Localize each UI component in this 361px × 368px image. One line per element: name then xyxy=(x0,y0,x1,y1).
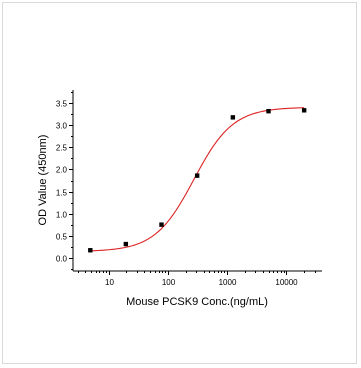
data-point-5 xyxy=(266,108,271,114)
data-point-3 xyxy=(194,173,200,178)
x-tick-label-0: 10 xyxy=(105,278,114,287)
x-tick-label-2: 1000 xyxy=(219,278,237,287)
data-point-1 xyxy=(123,241,129,247)
data-point-6 xyxy=(301,108,307,113)
fit-curve-layer xyxy=(90,107,305,252)
data-point-0 xyxy=(88,248,93,253)
data-point-2 xyxy=(159,222,164,227)
x-axis-title: Mouse PCSK9 Conc.(ng/mL) xyxy=(126,296,268,308)
y-tick-label-3: 1.5 xyxy=(56,189,68,198)
fit-curve xyxy=(90,107,305,252)
y-tick-label-1: 0.5 xyxy=(56,233,68,242)
y-tick-label-0: 0.0 xyxy=(56,255,68,264)
y-tick-label-5: 2.5 xyxy=(56,144,68,153)
data-points-layer xyxy=(88,108,307,253)
x-tick-label-3: 10000 xyxy=(275,278,298,287)
x-tick-label-1: 100 xyxy=(162,278,176,287)
y-tick-label-6: 3.0 xyxy=(56,122,68,131)
y-tick-label-7: 3.5 xyxy=(56,100,68,109)
y-tick-label-4: 2.0 xyxy=(56,166,68,175)
ticks: 0.0 0.5 1.0 1.5 2.0 2.5 3.0 3.5 10 100 1000 10000 xyxy=(56,92,316,287)
y-tick-label-2: 1.0 xyxy=(56,211,68,220)
axes xyxy=(72,90,322,272)
data-point-4 xyxy=(230,115,236,120)
y-axis-title: OD Value (450nm) xyxy=(37,135,49,226)
chart-frame xyxy=(2,2,357,364)
